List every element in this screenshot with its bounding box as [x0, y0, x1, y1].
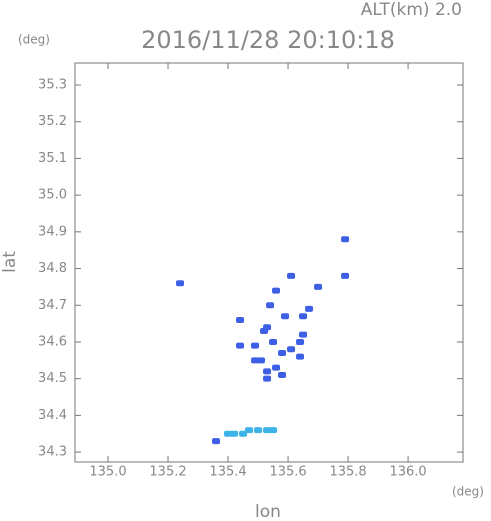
echo-point — [251, 357, 260, 364]
echo-point — [281, 313, 290, 320]
echo-point — [212, 438, 221, 445]
x-unit: (deg) — [452, 485, 484, 499]
y-unit: (deg) — [18, 33, 50, 47]
y-tick-label: 34.5 — [38, 371, 67, 386]
echo-point — [257, 357, 266, 364]
x-tick-label: 135.8 — [329, 465, 366, 480]
echo-point — [278, 349, 287, 356]
echo-point — [266, 302, 275, 309]
echo-point — [278, 372, 287, 379]
y-tick-label: 35.1 — [38, 151, 67, 166]
echo-point — [314, 283, 323, 290]
echo-point — [263, 427, 272, 434]
echo-point — [230, 430, 239, 437]
echo-point — [254, 427, 263, 434]
echo-point — [251, 342, 260, 349]
echo-point — [287, 272, 296, 279]
echo-point — [263, 375, 272, 382]
echo-point — [305, 305, 314, 312]
echo-point — [272, 287, 281, 294]
y-tick-label: 35.0 — [38, 188, 67, 203]
x-tick-label: 135.2 — [149, 465, 186, 480]
echo-point — [269, 427, 278, 434]
chart-title: 2016/11/28 20:10:18 — [141, 26, 395, 54]
echo-point — [224, 430, 233, 437]
x-axis-label: lon — [255, 502, 281, 521]
y-tick-label: 35.2 — [38, 114, 67, 129]
echo-point — [236, 316, 245, 323]
x-tick-label: 135.6 — [269, 465, 306, 480]
echo-point — [269, 338, 278, 345]
x-tick-label: 135.4 — [209, 465, 246, 480]
echo-point — [299, 313, 308, 320]
y-tick-label: 34.4 — [38, 408, 67, 423]
y-tick-label: 34.8 — [38, 261, 67, 276]
echo-point — [341, 272, 350, 279]
echo-point — [272, 364, 281, 371]
echo-point — [239, 430, 248, 437]
y-tick-label: 34.3 — [38, 445, 67, 460]
x-tick-label: 136.0 — [389, 465, 426, 480]
echo-point — [260, 327, 269, 334]
echo-point — [299, 331, 308, 338]
echo-point — [287, 346, 296, 353]
echo-point — [341, 236, 350, 243]
x-tick-label: 135.0 — [89, 465, 126, 480]
y-tick-label: 34.9 — [38, 224, 67, 239]
altitude-label: ALT(km) 2.0 — [361, 0, 462, 20]
echo-point — [245, 427, 254, 434]
y-tick-label: 34.7 — [38, 298, 67, 313]
plot-frame — [74, 62, 464, 463]
echo-point — [296, 338, 305, 345]
echo-point — [263, 368, 272, 375]
echo-point — [296, 353, 305, 360]
echo-point — [236, 342, 245, 349]
y-tick-label: 34.6 — [38, 334, 67, 349]
y-tick-label: 35.3 — [38, 78, 67, 93]
echo-point — [176, 280, 185, 287]
y-axis-label: lat — [0, 251, 20, 273]
